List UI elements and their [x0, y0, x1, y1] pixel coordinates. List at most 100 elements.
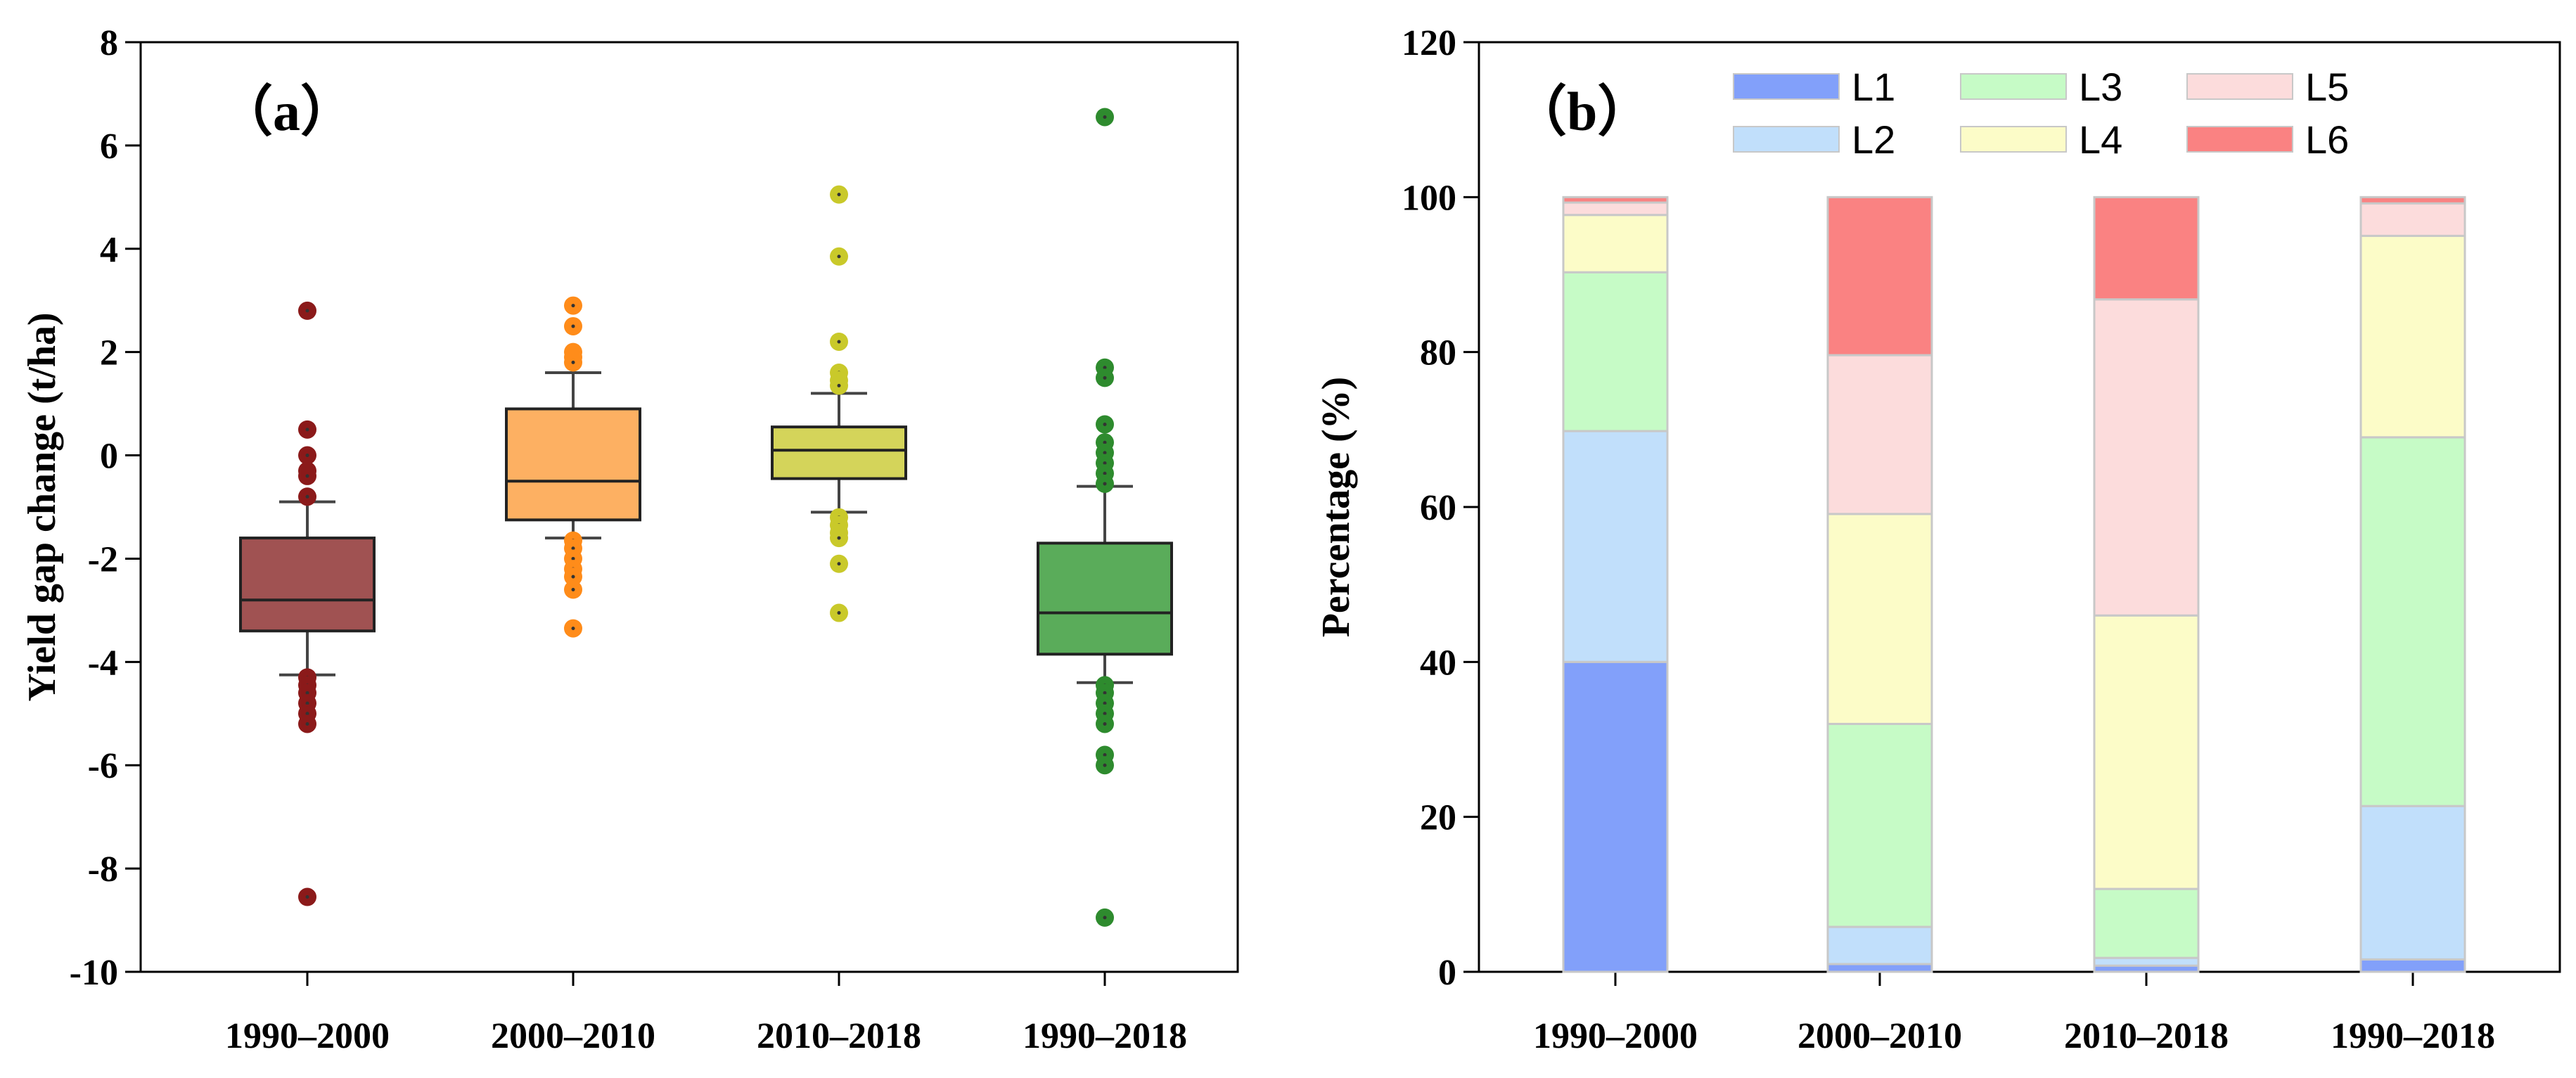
y-tick-label-b: 80 — [1420, 333, 1456, 373]
bar-segment-l3 — [2093, 887, 2200, 959]
bar-segment-l4 — [1562, 214, 1669, 274]
outlier-center — [1103, 461, 1107, 466]
legend-swatch — [2186, 73, 2293, 100]
y-axis-title-b: Percentage (%) — [1314, 377, 1358, 638]
bar-segment-l1 — [2359, 958, 2466, 973]
bar-segment-l6 — [2093, 195, 2200, 301]
legend-label: L3 — [2079, 65, 2122, 109]
bar-segment-l4 — [2359, 234, 2466, 439]
outlier-center — [1103, 701, 1107, 705]
outlier-center — [1103, 115, 1107, 119]
outlier-center — [1103, 376, 1107, 380]
outlier-center — [837, 536, 841, 540]
box-1 — [239, 301, 376, 906]
outlier-center — [1103, 471, 1107, 475]
outlier-center — [1103, 753, 1107, 757]
y-tick-label-b: 0 — [1438, 953, 1456, 993]
outlier-center — [837, 562, 841, 566]
bar-segment-l5 — [2093, 298, 2200, 617]
outlier-center — [1103, 366, 1107, 370]
outlier-center — [571, 627, 575, 631]
outlier-center — [1103, 763, 1107, 767]
y-tick-label-b: 20 — [1420, 798, 1456, 838]
bar-segment-l5 — [1826, 354, 1933, 515]
bar-segment-l6 — [2359, 195, 2466, 205]
y-tick-label-a: 8 — [100, 23, 118, 63]
box-iqr — [1037, 541, 1173, 656]
y-tick-label-a: 4 — [100, 230, 118, 270]
y-tick-label-a: 2 — [100, 333, 118, 373]
bar-segment-l4 — [1826, 513, 1933, 725]
y-tick-label-b: 100 — [1402, 178, 1456, 218]
outlier-center — [571, 575, 575, 579]
bar-segment-l2 — [1562, 430, 1669, 663]
y-tick-label-a: -2 — [88, 539, 118, 579]
x-tick-label-a: 1990–2000 — [225, 1016, 390, 1056]
outlier-center — [837, 193, 841, 197]
bar-segment-l5 — [2359, 202, 2466, 237]
bar-segment-l3 — [2359, 436, 2466, 807]
bar-segment-l4 — [2093, 614, 2200, 890]
outlier-center — [1103, 451, 1107, 455]
x-tick-label-b: 2010–2018 — [2064, 1016, 2229, 1056]
y-axis-title-a: Yield gap change (t/ha) — [20, 312, 64, 701]
box-3 — [771, 185, 907, 622]
y-tick-label-b: 60 — [1420, 488, 1456, 528]
x-tick-label-a: 2000–2010 — [491, 1016, 655, 1056]
outlier-center — [305, 474, 309, 478]
panel-b-stacked-bar: 0 20 40 60 80 100 120 1990–2000 2000–2010 2010–20… — [1314, 23, 2561, 1056]
outlier-center — [837, 383, 841, 387]
outlier-center — [305, 428, 309, 432]
outlier-center — [1103, 482, 1107, 486]
outlier-center — [1103, 691, 1107, 695]
bar-segment-l5 — [1562, 201, 1669, 217]
outlier-center — [571, 324, 575, 328]
outlier-center — [305, 721, 309, 726]
legend-swatch — [1960, 126, 2067, 153]
x-tick-label-b: 2000–2010 — [1798, 1016, 1962, 1056]
outlier-center — [1103, 440, 1107, 444]
outlier-center — [1103, 712, 1107, 716]
outlier-center — [1103, 422, 1107, 426]
bar-segment-l3 — [1826, 722, 1933, 928]
y-tick-label-a: -6 — [88, 746, 118, 786]
outlier-center — [837, 340, 841, 344]
x-tick-label-a: 2010–2018 — [757, 1016, 921, 1056]
x-tick-label-b: 1990–2018 — [2331, 1016, 2495, 1056]
plot-frame-a — [139, 41, 1239, 973]
outlier-center — [571, 360, 575, 364]
bar-segment-l2 — [2093, 956, 2200, 967]
bar-segment-l3 — [1562, 271, 1669, 432]
bar-segment-l1 — [1826, 963, 1933, 973]
y-tick-label-a: 0 — [100, 437, 118, 477]
y-tick-label-a: 6 — [100, 127, 118, 167]
y-tick-label-a: -10 — [70, 953, 118, 993]
bar-segment-l2 — [2359, 804, 2466, 961]
legend-label: L5 — [2305, 65, 2349, 109]
outlier-center — [305, 701, 309, 705]
bar-segment-l1 — [1562, 660, 1669, 973]
outlier-center — [1103, 916, 1107, 920]
box-iqr — [771, 425, 907, 480]
box-2 — [505, 296, 641, 638]
legend-swatch — [2186, 126, 2293, 153]
bar-segment-l6 — [1562, 195, 1669, 204]
outlier-center — [571, 304, 575, 308]
y-tick-label-b: 120 — [1402, 23, 1456, 63]
outlier-center — [305, 309, 309, 313]
box-iqr — [505, 407, 641, 522]
outlier-center — [837, 611, 841, 615]
outlier-center — [305, 712, 309, 716]
panel-label-a: （a） — [218, 81, 355, 142]
panel-a-boxplot: -10 -8 -6 -4 -2 0 2 4 6 8 1990–2000 2000–2010 2010–2… — [20, 23, 1239, 1056]
y-tick-label-b: 40 — [1420, 643, 1456, 683]
panel-label-b: （b） — [1512, 81, 1652, 142]
x-tick-label-a: 1990–2018 — [1023, 1016, 1187, 1056]
legend-swatch — [1733, 73, 1840, 100]
outlier-center — [305, 494, 309, 499]
outlier-center — [305, 454, 309, 458]
legend-swatch — [1960, 73, 2067, 100]
legend-label: L6 — [2305, 117, 2349, 162]
outlier-center — [1103, 721, 1107, 726]
